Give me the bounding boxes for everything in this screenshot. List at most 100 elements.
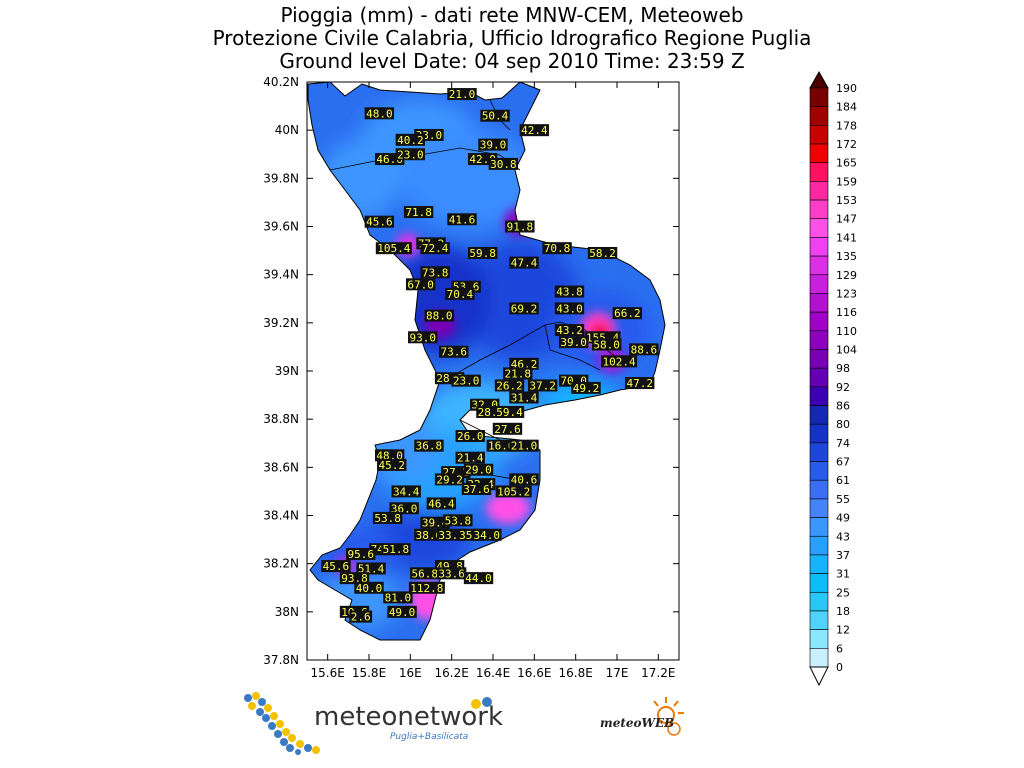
station-label: 91.8 [505, 220, 535, 234]
station-label: 21.0 [509, 439, 539, 453]
station-label-bg [395, 133, 426, 146]
station-value: 59.4 [496, 406, 523, 419]
station-label: 38.6 [414, 528, 444, 542]
colorbar-swatch [809, 535, 829, 556]
station-label-bg [509, 439, 539, 452]
y-tick-label: 38.8N [263, 412, 299, 426]
station-label: 105.2 [495, 485, 532, 498]
y-tick-label: 38.4N [263, 509, 299, 523]
station-label-bg [486, 439, 516, 452]
station-label: 58.2 [587, 246, 618, 260]
station-label: 33.6 [436, 567, 467, 580]
station-value: 21.8 [505, 367, 532, 380]
colorbar-level-label: 172 [836, 138, 857, 151]
station-value: 88.6 [631, 343, 658, 356]
station-value: 39.4 [422, 517, 449, 530]
station-label: 49.2 [571, 381, 601, 395]
colorbar-level-label: 6 [836, 642, 843, 655]
latitude-axis: 40.2N 40N 39.8N 39.6N 39.4N 39.2N 39N 38.8N 38.6… [263, 75, 679, 667]
colorbar-level-label: 116 [836, 306, 857, 319]
station-label-bg [414, 439, 444, 452]
station-value: 50.4 [482, 110, 509, 123]
station-label: 95.6 [346, 548, 376, 561]
station-label: 23.0 [451, 374, 481, 388]
station-label-bg [354, 581, 384, 594]
station-value: 73.8 [422, 266, 449, 279]
colorbar-swatch [809, 330, 829, 350]
station-label-bg [383, 591, 413, 604]
station-label: 59.4 [494, 405, 525, 419]
colorbar-level-label: 147 [836, 213, 857, 226]
station-label-bg [463, 463, 494, 476]
colorbar-level-label: 92 [836, 381, 850, 394]
x-tick-label: 15.6E [311, 666, 345, 680]
station-label-bg [509, 256, 539, 269]
station-label-bg [445, 287, 475, 300]
colorbar-swatch [809, 181, 829, 201]
station-value: 40.2 [397, 134, 424, 147]
station-label-bg [587, 246, 618, 259]
station-label-bg [467, 246, 498, 259]
meteonetwork-wordmark: meteonetwork [314, 702, 504, 732]
station-label: 72.4 [420, 242, 450, 255]
station-value: 59.8 [469, 247, 496, 260]
station-label-bg [375, 242, 412, 255]
station-label-bg [495, 485, 532, 498]
station-value: 29.0 [465, 464, 492, 477]
station-label: 40.6 [509, 473, 539, 486]
station-value: 26.2 [496, 379, 523, 392]
station-value: 105.2 [497, 485, 530, 498]
station-value: 112.8 [410, 582, 443, 595]
station-label: 31.4 [509, 391, 539, 404]
station-label: 70.8 [542, 242, 572, 255]
station-label: 34.0 [472, 528, 502, 542]
station-label-bg [554, 302, 585, 315]
station-label: 39.0 [558, 336, 589, 349]
station-value: 48.0 [366, 107, 393, 120]
y-tick-label: 38.2N [263, 557, 299, 571]
station-label: 37.2 [527, 379, 558, 392]
station-label-bg [346, 548, 376, 561]
station-label: 29.2 [434, 473, 465, 486]
station-label: 67.0 [405, 278, 436, 291]
colorbar-level-label: 141 [836, 231, 857, 244]
longitude-axis: 15.6E 15.8E 16E 16.2E 16.4E 16.6E 16.8E 17E 17.2… [311, 82, 675, 680]
map-title-line-2: Protezione Civile Calabria, Ufficio Idro… [212, 26, 812, 50]
colorbar-level-label: 31 [836, 568, 850, 581]
colorbar-swatch [809, 143, 829, 164]
x-tick-label: 16.2E [435, 666, 469, 680]
station-value: 39.0 [560, 336, 587, 349]
station-value: 38.6 [416, 529, 443, 542]
station-label-bg [381, 543, 411, 556]
station-label-bg [492, 422, 523, 435]
station-label: 48.0 [364, 107, 395, 120]
station-label-bg [625, 377, 655, 390]
station-label-bg [372, 511, 403, 524]
station-label: 46.4 [426, 497, 457, 510]
map-title-line-3: Ground level Date: 04 sep 2010 Time: 23:… [279, 49, 745, 73]
colorbar-level-label: 159 [836, 175, 857, 188]
station-label: 58.0 [591, 338, 622, 352]
station-label: 53.8 [372, 511, 403, 525]
station-label-bg [443, 514, 473, 527]
station-value: 69.2 [511, 302, 538, 315]
station-label: 70.4 [445, 287, 475, 301]
colorbar-swatch [809, 591, 829, 612]
station-label-bg [349, 610, 373, 623]
station-label: 49.0 [387, 605, 417, 619]
colorbar-top-arrow [809, 70, 829, 89]
station-label-bg [601, 355, 638, 368]
station-label: 21.0 [447, 88, 477, 101]
station-label-bg [447, 213, 477, 226]
y-tick-label: 39N [275, 364, 299, 378]
colorbar-level-label: 129 [836, 269, 857, 282]
station-value: 45.6 [366, 216, 393, 229]
station-value: 88.0 [426, 310, 453, 323]
colorbar-swatch [809, 349, 829, 369]
station-label-bg [434, 473, 465, 486]
station-label-bg [420, 516, 450, 529]
colorbar-level-label: 110 [836, 325, 857, 338]
station-label: 43.2 [554, 324, 585, 337]
station-label: 71.8 [403, 206, 434, 219]
station-value: 95.6 [347, 548, 374, 561]
